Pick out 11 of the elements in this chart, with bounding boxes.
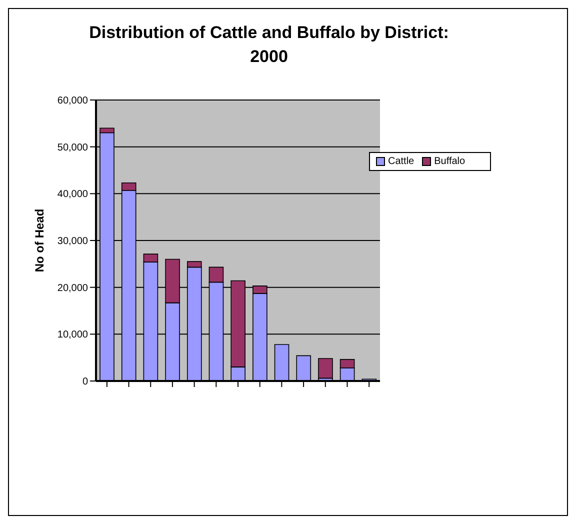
y-tick-label: 20,000 (57, 282, 88, 294)
y-tick-label: 40,000 (57, 189, 88, 200)
legend-label: Cattle (388, 156, 414, 167)
y-tick-label: 50,000 (57, 142, 88, 154)
y-tick-label: 60,000 (57, 96, 88, 107)
legend-label: Buffalo (434, 156, 466, 167)
chart-title: Distribution of Cattle and Buffalo by District: 2000 (88, 22, 450, 68)
y-tick-label: 30,000 (57, 236, 88, 248)
y-tick-label: 10,000 (57, 330, 88, 341)
y-axis-title: No of Head (32, 208, 46, 272)
y-tick-label: 0 (82, 376, 88, 388)
